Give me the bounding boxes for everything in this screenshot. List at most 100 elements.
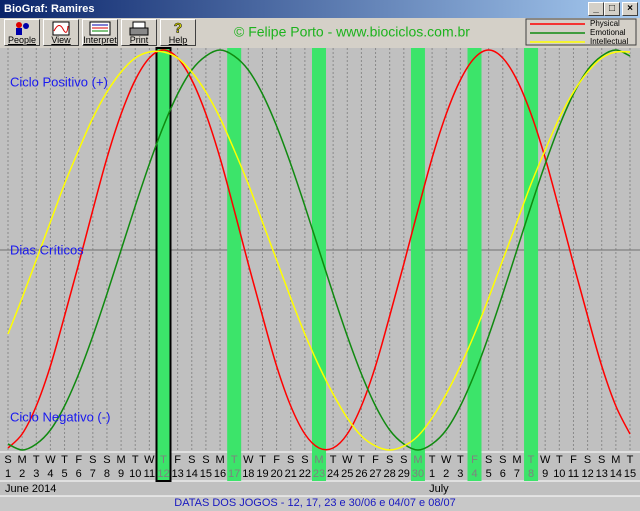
weekday-label: T — [556, 454, 563, 466]
series-line — [7, 49, 631, 451]
day-label: 14 — [610, 468, 622, 480]
weekday-label: S — [400, 454, 407, 466]
weekday-label: T — [132, 454, 139, 466]
chart-title: © Felipe Porto - www.biociclos.com.br — [234, 24, 470, 40]
day-label: 7 — [514, 468, 520, 480]
legend-label: Emotional — [590, 28, 626, 37]
weekday-label: T — [160, 454, 167, 466]
month-label: June 2014 — [5, 483, 56, 495]
day-label: 8 — [528, 468, 534, 480]
day-label: 9 — [118, 468, 124, 480]
day-label: 19 — [256, 468, 268, 480]
day-label: 5 — [486, 468, 492, 480]
day-label: 7 — [90, 468, 96, 480]
weekday-label: M — [611, 454, 620, 466]
weekday-label: F — [75, 454, 82, 466]
button-label: Print — [129, 35, 149, 45]
weekday-label: F — [372, 454, 379, 466]
weekday-label: S — [584, 454, 591, 466]
day-label: 9 — [542, 468, 548, 480]
day-label: 11 — [568, 468, 579, 480]
weekday-label: S — [485, 454, 492, 466]
minimize-button[interactable]: _ — [588, 2, 604, 16]
day-label: 22 — [299, 468, 311, 480]
series-line — [7, 49, 631, 451]
weekday-label: S — [103, 454, 110, 466]
day-label: 3 — [457, 468, 463, 480]
critical-day-column — [227, 48, 242, 481]
month-label: July — [429, 483, 449, 495]
day-label: 21 — [285, 468, 297, 480]
weekday-label: W — [540, 454, 551, 466]
weekday-label: M — [117, 454, 126, 466]
maximize-button[interactable]: □ — [604, 2, 620, 16]
day-label: 13 — [596, 468, 608, 480]
toolbar-button[interactable]: ? Help — [160, 19, 196, 46]
day-label: 2 — [19, 468, 25, 480]
button-label: View — [51, 35, 71, 45]
day-label: 6 — [76, 468, 82, 480]
weekday-label: S — [287, 454, 294, 466]
weekday-label: W — [342, 454, 353, 466]
day-label: 25 — [341, 468, 353, 480]
weekday-label: S — [499, 454, 506, 466]
day-label: 11 — [144, 468, 155, 480]
day-label: 13 — [172, 468, 184, 480]
day-label: 12 — [157, 468, 169, 480]
annotation: Dias Críticos — [10, 242, 84, 257]
weekday-label: F — [570, 454, 577, 466]
weekday-label: M — [215, 454, 224, 466]
day-label: 17 — [228, 468, 240, 480]
day-label: 10 — [553, 468, 565, 480]
svg-text:?: ? — [174, 21, 183, 36]
weekday-label: S — [89, 454, 96, 466]
day-label: 26 — [355, 468, 367, 480]
weekday-label: F — [273, 454, 280, 466]
critical-day-column — [410, 48, 425, 481]
weekday-label: T — [33, 454, 40, 466]
window-title: BioGraf: Ramires — [4, 3, 95, 15]
toolbar-button[interactable]: People — [4, 19, 40, 46]
button-label: Help — [168, 35, 188, 45]
toolbar-button[interactable]: Print — [121, 19, 157, 46]
day-label: 15 — [624, 468, 636, 480]
day-label: 6 — [500, 468, 506, 480]
day-label: 4 — [47, 468, 53, 480]
critical-day-column — [524, 48, 539, 481]
weekday-label: S — [598, 454, 605, 466]
weekday-label: M — [413, 454, 422, 466]
weekday-label: T — [429, 454, 436, 466]
weekday-label: S — [4, 454, 11, 466]
weekday-label: W — [441, 454, 452, 466]
day-label: 27 — [369, 468, 381, 480]
day-label: 1 — [429, 468, 435, 480]
day-label: 10 — [129, 468, 141, 480]
day-label: 18 — [242, 468, 254, 480]
weekday-label: T — [61, 454, 68, 466]
series-line — [7, 50, 631, 451]
annotation: Ciclo Positivo (+) — [10, 74, 108, 89]
weekday-label: W — [144, 454, 155, 466]
day-label: 24 — [327, 468, 339, 480]
weekday-label: T — [528, 454, 535, 466]
critical-day-column — [467, 48, 482, 481]
day-label: 29 — [398, 468, 410, 480]
legend-label: Physical — [590, 19, 620, 28]
weekday-label: S — [188, 454, 195, 466]
critical-day-column — [155, 47, 172, 482]
weekday-label: M — [18, 454, 27, 466]
weekday-label: M — [512, 454, 521, 466]
day-label: 1 — [5, 468, 11, 480]
day-label: 14 — [186, 468, 198, 480]
weekday-label: T — [457, 454, 464, 466]
toolbar-button[interactable]: Interpret — [82, 19, 118, 46]
weekday-label: T — [627, 454, 634, 466]
weekday-label: M — [314, 454, 323, 466]
weekday-label: S — [386, 454, 393, 466]
close-button[interactable]: × — [622, 2, 638, 16]
toolbar-button[interactable]: View — [43, 19, 79, 46]
day-label: 5 — [61, 468, 67, 480]
title-bar: BioGraf: Ramires _ □ × — [0, 0, 640, 18]
